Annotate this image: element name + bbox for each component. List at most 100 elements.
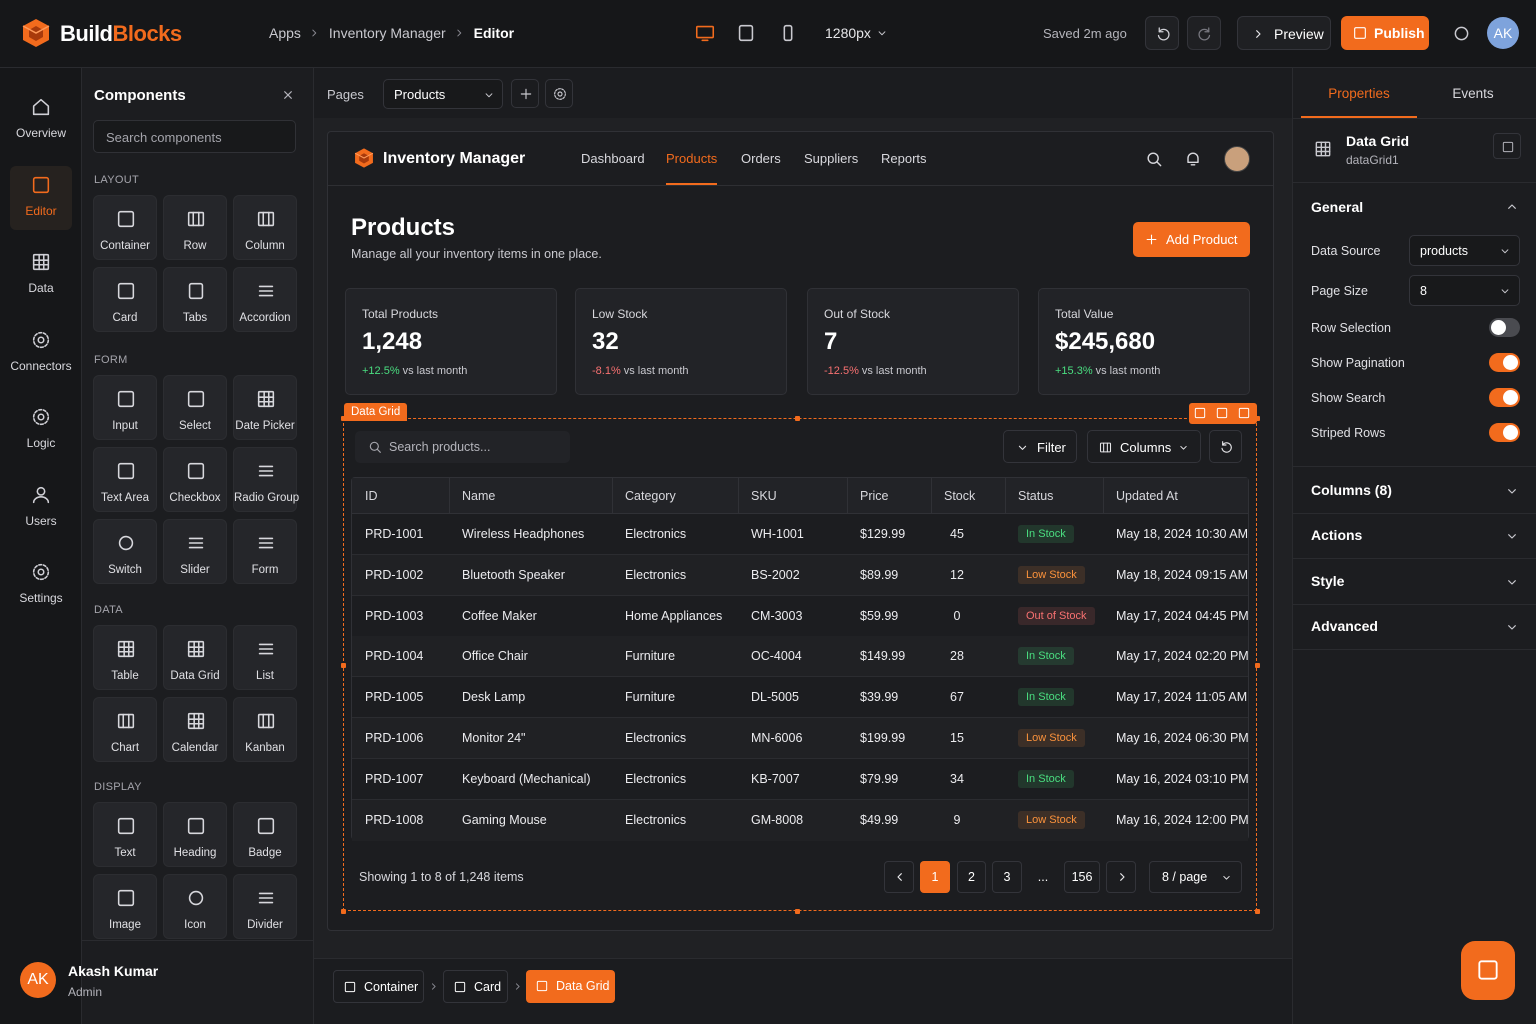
page-settings[interactable] [545,79,573,108]
column-header[interactable]: Price [860,489,889,503]
filter-button[interactable]: Filter [1003,430,1077,463]
component-tile[interactable]: Radio Group [233,447,299,512]
panel-tab[interactable]: Properties [1328,86,1390,101]
component-tile[interactable]: Text [93,802,157,867]
table-row[interactable]: PRD-1005 Desk Lamp Furniture DL-5005 $39.99 6… [352,677,1248,719]
breadcrumb-chip[interactable]: Data Grid [526,970,615,1003]
app-tab[interactable]: Products [666,151,718,166]
component-tile[interactable]: Select [163,375,227,440]
grid-search[interactable]: Search products... [355,431,570,463]
copy-id[interactable] [1493,133,1521,159]
component-tile[interactable]: Heading [163,802,227,867]
nav-item[interactable]: Logic [10,398,72,462]
component-tile[interactable]: Data Grid [163,625,227,690]
app-tab[interactable]: Suppliers [804,151,859,166]
breadcrumb-item[interactable]: Inventory Manager [328,25,446,41]
column-header[interactable]: ID [365,489,378,503]
component-tile[interactable]: List [233,625,297,690]
component-tile[interactable]: Switch [93,519,157,584]
component-tile[interactable]: Column [233,195,297,260]
component-tile[interactable]: Badge [233,802,297,867]
component-tile[interactable]: Card [93,267,157,332]
icon [117,889,135,907]
column-divider [847,478,848,514]
undo-button[interactable] [1145,16,1179,50]
toggle-switch[interactable] [1489,318,1520,337]
nav-item[interactable]: Connectors [10,321,72,385]
page-button[interactable]: 156 [1064,861,1100,893]
table-row[interactable]: PRD-1002 Bluetooth Speaker Electronics BS-2… [352,554,1248,596]
component-tile[interactable]: Container [93,195,157,260]
component-tile[interactable]: Form [233,519,297,584]
collapsed-section[interactable]: Actions [1311,527,1363,544]
component-tile[interactable]: Calendar [163,697,227,762]
column-header[interactable]: SKU [751,489,777,503]
app-tab[interactable]: Dashboard [581,151,645,166]
refresh-button[interactable] [1209,430,1242,463]
table-row[interactable]: PRD-1001 Wireless Headphones Electronics WH… [352,514,1248,555]
component-tile[interactable]: Slider [163,519,227,584]
columns-button[interactable]: Columns [1087,430,1201,463]
table-cell: PRD-1008 [365,812,424,827]
table-row[interactable]: PRD-1007 Keyboard (Mechanical) Electronics… [352,759,1249,800]
column-header[interactable]: Name [462,489,496,503]
collapsed-section[interactable]: Advanced [1311,617,1378,634]
page-button[interactable]: 3 [992,861,1022,893]
preview-button[interactable]: Preview [1237,16,1331,50]
column-header[interactable]: Status [1018,489,1054,503]
page-button[interactable]: 1 [920,861,950,893]
nav-item[interactable]: Settings [10,553,72,617]
add-product-button[interactable]: Add Product [1133,222,1250,257]
toggle-switch[interactable] [1489,423,1520,442]
nav-item[interactable]: Data [10,243,72,307]
table-row[interactable]: PRD-1003 Coffee Maker Home Appliances CM-30… [352,596,1249,637]
toggle-switch[interactable] [1489,353,1520,372]
component-tile[interactable]: Accordion [233,267,297,332]
component-tile[interactable]: Image [93,874,157,939]
page-size-select[interactable]: 8 / page [1149,861,1242,893]
toggle-switch[interactable] [1489,388,1520,407]
user-avatar[interactable]: AK [1487,17,1519,49]
chat-button[interactable] [1461,941,1515,1000]
component-tile[interactable]: Icon [163,874,227,939]
component-tile[interactable]: Table [93,625,157,690]
component-tile[interactable]: Row [163,195,227,260]
component-tile[interactable]: Input [93,375,157,440]
page-button[interactable]: 2 [957,861,986,893]
general-heading[interactable]: General [1311,199,1364,215]
app-tab[interactable]: Reports [881,151,927,166]
prev-page[interactable] [884,861,914,893]
column-header[interactable]: Updated At [1116,489,1178,503]
panel-tab[interactable]: Events [1452,86,1494,101]
nav-item[interactable]: Editor [10,165,72,230]
add-page[interactable] [511,79,539,108]
component-tile[interactable]: Chart [93,697,157,762]
app-tab[interactable]: Orders [741,151,781,166]
breadcrumb-chip[interactable]: Card [443,970,508,1003]
viewport-width[interactable]: 1280px [825,25,871,41]
breadcrumb-item[interactable]: Apps [269,25,301,41]
component-tile[interactable]: Checkbox [163,447,227,512]
table-row[interactable]: PRD-1004 Office Chair Furniture OC-4004 $149… [352,636,1249,678]
column-header[interactable]: Category [625,489,676,503]
table-row[interactable]: PRD-1006 Monitor 24" Electronics MN-6006 $19… [352,718,1249,759]
component-tile[interactable]: Divider [233,874,297,939]
collapsed-section[interactable]: Columns (8) [1311,482,1392,498]
table-row[interactable]: PRD-1008 Gaming Mouse Electronics GM-8008 $4… [352,799,1249,841]
nav-item[interactable]: Overview [10,88,72,152]
field-select[interactable]: products [1409,235,1520,266]
page-select[interactable]: Products [383,79,503,109]
breadcrumb-chip[interactable]: Container [333,970,424,1003]
next-page[interactable] [1106,861,1136,893]
publish-button[interactable]: Publish [1341,16,1429,50]
component-tile[interactable]: Date Picker [233,375,297,440]
component-tile[interactable]: Kanban [233,697,297,762]
component-search[interactable]: Search components [93,120,296,153]
column-header[interactable]: Stock [944,489,976,503]
nav-item[interactable]: Users [10,476,72,540]
component-tile[interactable]: Tabs [163,267,227,332]
component-tile[interactable]: Text Area [93,447,157,512]
redo-button[interactable] [1187,16,1221,50]
field-select[interactable]: 8 [1409,275,1520,306]
collapsed-section[interactable]: Style [1311,572,1345,589]
